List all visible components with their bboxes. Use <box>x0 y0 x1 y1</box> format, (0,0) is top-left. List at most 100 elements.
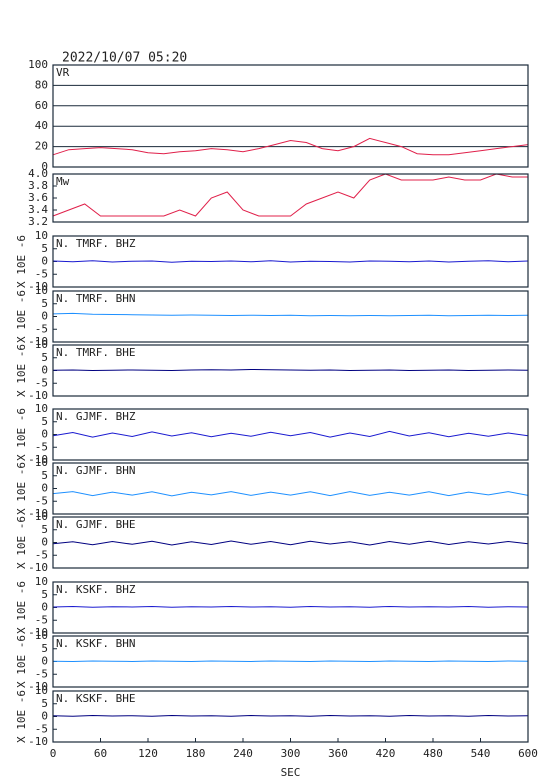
data-line <box>52 260 529 263</box>
y-tick-label: 0 <box>41 482 48 495</box>
y-tick-label: 5 <box>41 297 48 310</box>
y-tick-label: 0 <box>41 255 48 268</box>
data-line <box>52 605 529 608</box>
x-tick-label: 60 <box>94 747 107 760</box>
x-tick-label: 240 <box>233 747 253 760</box>
y-tick-label: 0 <box>41 655 48 668</box>
y-tick-label: -5 <box>35 722 48 735</box>
y-tick-label: -5 <box>35 322 48 335</box>
data-line <box>52 660 529 663</box>
y-axis-label: X 10E -6 <box>15 462 28 515</box>
y-tick-label: 5 <box>41 697 48 710</box>
y-tick-label: 80 <box>35 78 48 91</box>
y-tick-label: 10 <box>35 629 48 642</box>
y-tick-label: 0 <box>41 710 48 723</box>
y-tick-label: 10 <box>35 402 48 415</box>
panel-frame <box>52 516 529 569</box>
y-tick-label: 5 <box>41 642 48 655</box>
y-tick-label: -5 <box>35 376 48 389</box>
y-tick-label: -10 <box>28 626 48 639</box>
x-tick-label: 480 <box>423 747 443 760</box>
panel-label: N. KSKF. BHE <box>56 692 135 705</box>
panel-label: N. KSKF. BHN <box>56 637 135 650</box>
y-tick-label: 10 <box>35 575 48 588</box>
data-line <box>52 430 529 438</box>
y-tick-label: 0 <box>41 428 48 441</box>
y-tick-label: 20 <box>35 140 48 153</box>
y-tick-label: 0 <box>41 160 48 173</box>
y-axis-label: X 10E -6 <box>15 235 28 288</box>
y-axis-label: X 10E -6 <box>15 290 28 343</box>
x-tick-label: 600 <box>518 747 538 760</box>
y-tick-label: 3.2 <box>28 215 48 228</box>
y-tick-label: 5 <box>41 242 48 255</box>
data-line <box>52 368 529 372</box>
panel-label: N. KSKF. BHZ <box>56 583 136 596</box>
y-tick-label: 10 <box>35 684 48 697</box>
panel-frame <box>52 462 529 515</box>
x-tick-label: 300 <box>281 747 301 760</box>
y-axis-label: X 10E -6 <box>15 581 28 634</box>
y-axis-label: X 10E -6 <box>15 408 28 461</box>
data-line <box>52 173 528 217</box>
x-axis-label: SEC <box>281 766 301 779</box>
data-line <box>52 540 529 546</box>
y-tick-label: -10 <box>28 735 48 748</box>
y-tick-label: 4.0 <box>28 167 48 180</box>
y-tick-label: -10 <box>28 335 48 348</box>
y-tick-label: 5 <box>41 351 48 364</box>
y-tick-label: 40 <box>35 119 48 132</box>
y-tick-label: 0 <box>41 536 48 549</box>
y-tick-label: -10 <box>28 680 48 693</box>
y-tick-label: 10 <box>35 338 48 351</box>
panel-label: N. TMRF. BHN <box>56 292 135 305</box>
panel-frame <box>52 173 529 223</box>
y-tick-label: -10 <box>28 453 48 466</box>
y-axis-label: X 10E -6 <box>15 344 28 397</box>
y-axis-label: X 10E -6 <box>15 635 28 688</box>
y-tick-label: -5 <box>35 667 48 680</box>
panel-frame <box>52 344 529 397</box>
x-tick-label: 180 <box>186 747 206 760</box>
x-tick-label: 420 <box>376 747 396 760</box>
data-line <box>52 491 529 497</box>
data-line <box>52 137 529 156</box>
panel-label: N. TMRF. BHZ <box>56 237 136 250</box>
timestamp: 2022/10/07 05:20 <box>62 51 187 66</box>
panel-label: Mw <box>56 175 70 188</box>
y-tick-label: 60 <box>35 99 48 112</box>
y-tick-label: -5 <box>35 267 48 280</box>
x-tick-label: 360 <box>328 747 348 760</box>
y-tick-label: -10 <box>28 389 48 402</box>
y-tick-label: -10 <box>28 561 48 574</box>
panel-frame <box>52 635 529 688</box>
y-tick-label: -5 <box>35 440 48 453</box>
panel-label: N. TMRF. BHE <box>56 346 135 359</box>
panel-frame <box>52 408 529 461</box>
y-tick-label: 100 <box>28 58 48 71</box>
panel-label: N. GJMF. BHZ <box>56 410 136 423</box>
y-tick-label: 10 <box>35 229 48 242</box>
y-tick-label: 0 <box>41 601 48 614</box>
y-tick-label: 3.6 <box>28 191 48 204</box>
y-tick-label: 5 <box>41 588 48 601</box>
y-tick-label: 10 <box>35 456 48 469</box>
y-tick-label: 3.8 <box>28 179 48 192</box>
y-axis-label: X 10E -6 <box>15 516 28 569</box>
panel-label: N. GJMF. BHN <box>56 464 135 477</box>
data-line <box>52 714 529 717</box>
x-tick-label: 0 <box>50 747 57 760</box>
y-tick-label: -5 <box>35 494 48 507</box>
x-tick-label: 540 <box>471 747 491 760</box>
y-tick-label: 10 <box>35 510 48 523</box>
y-tick-label: -5 <box>35 613 48 626</box>
y-tick-label: 0 <box>41 310 48 323</box>
y-tick-label: 5 <box>41 469 48 482</box>
y-tick-label: -10 <box>28 507 48 520</box>
y-axis-label: X 10E -6 <box>15 690 28 743</box>
y-tick-label: 5 <box>41 523 48 536</box>
panel-frame <box>52 290 529 343</box>
y-tick-label: 5 <box>41 415 48 428</box>
y-tick-label: -5 <box>35 548 48 561</box>
